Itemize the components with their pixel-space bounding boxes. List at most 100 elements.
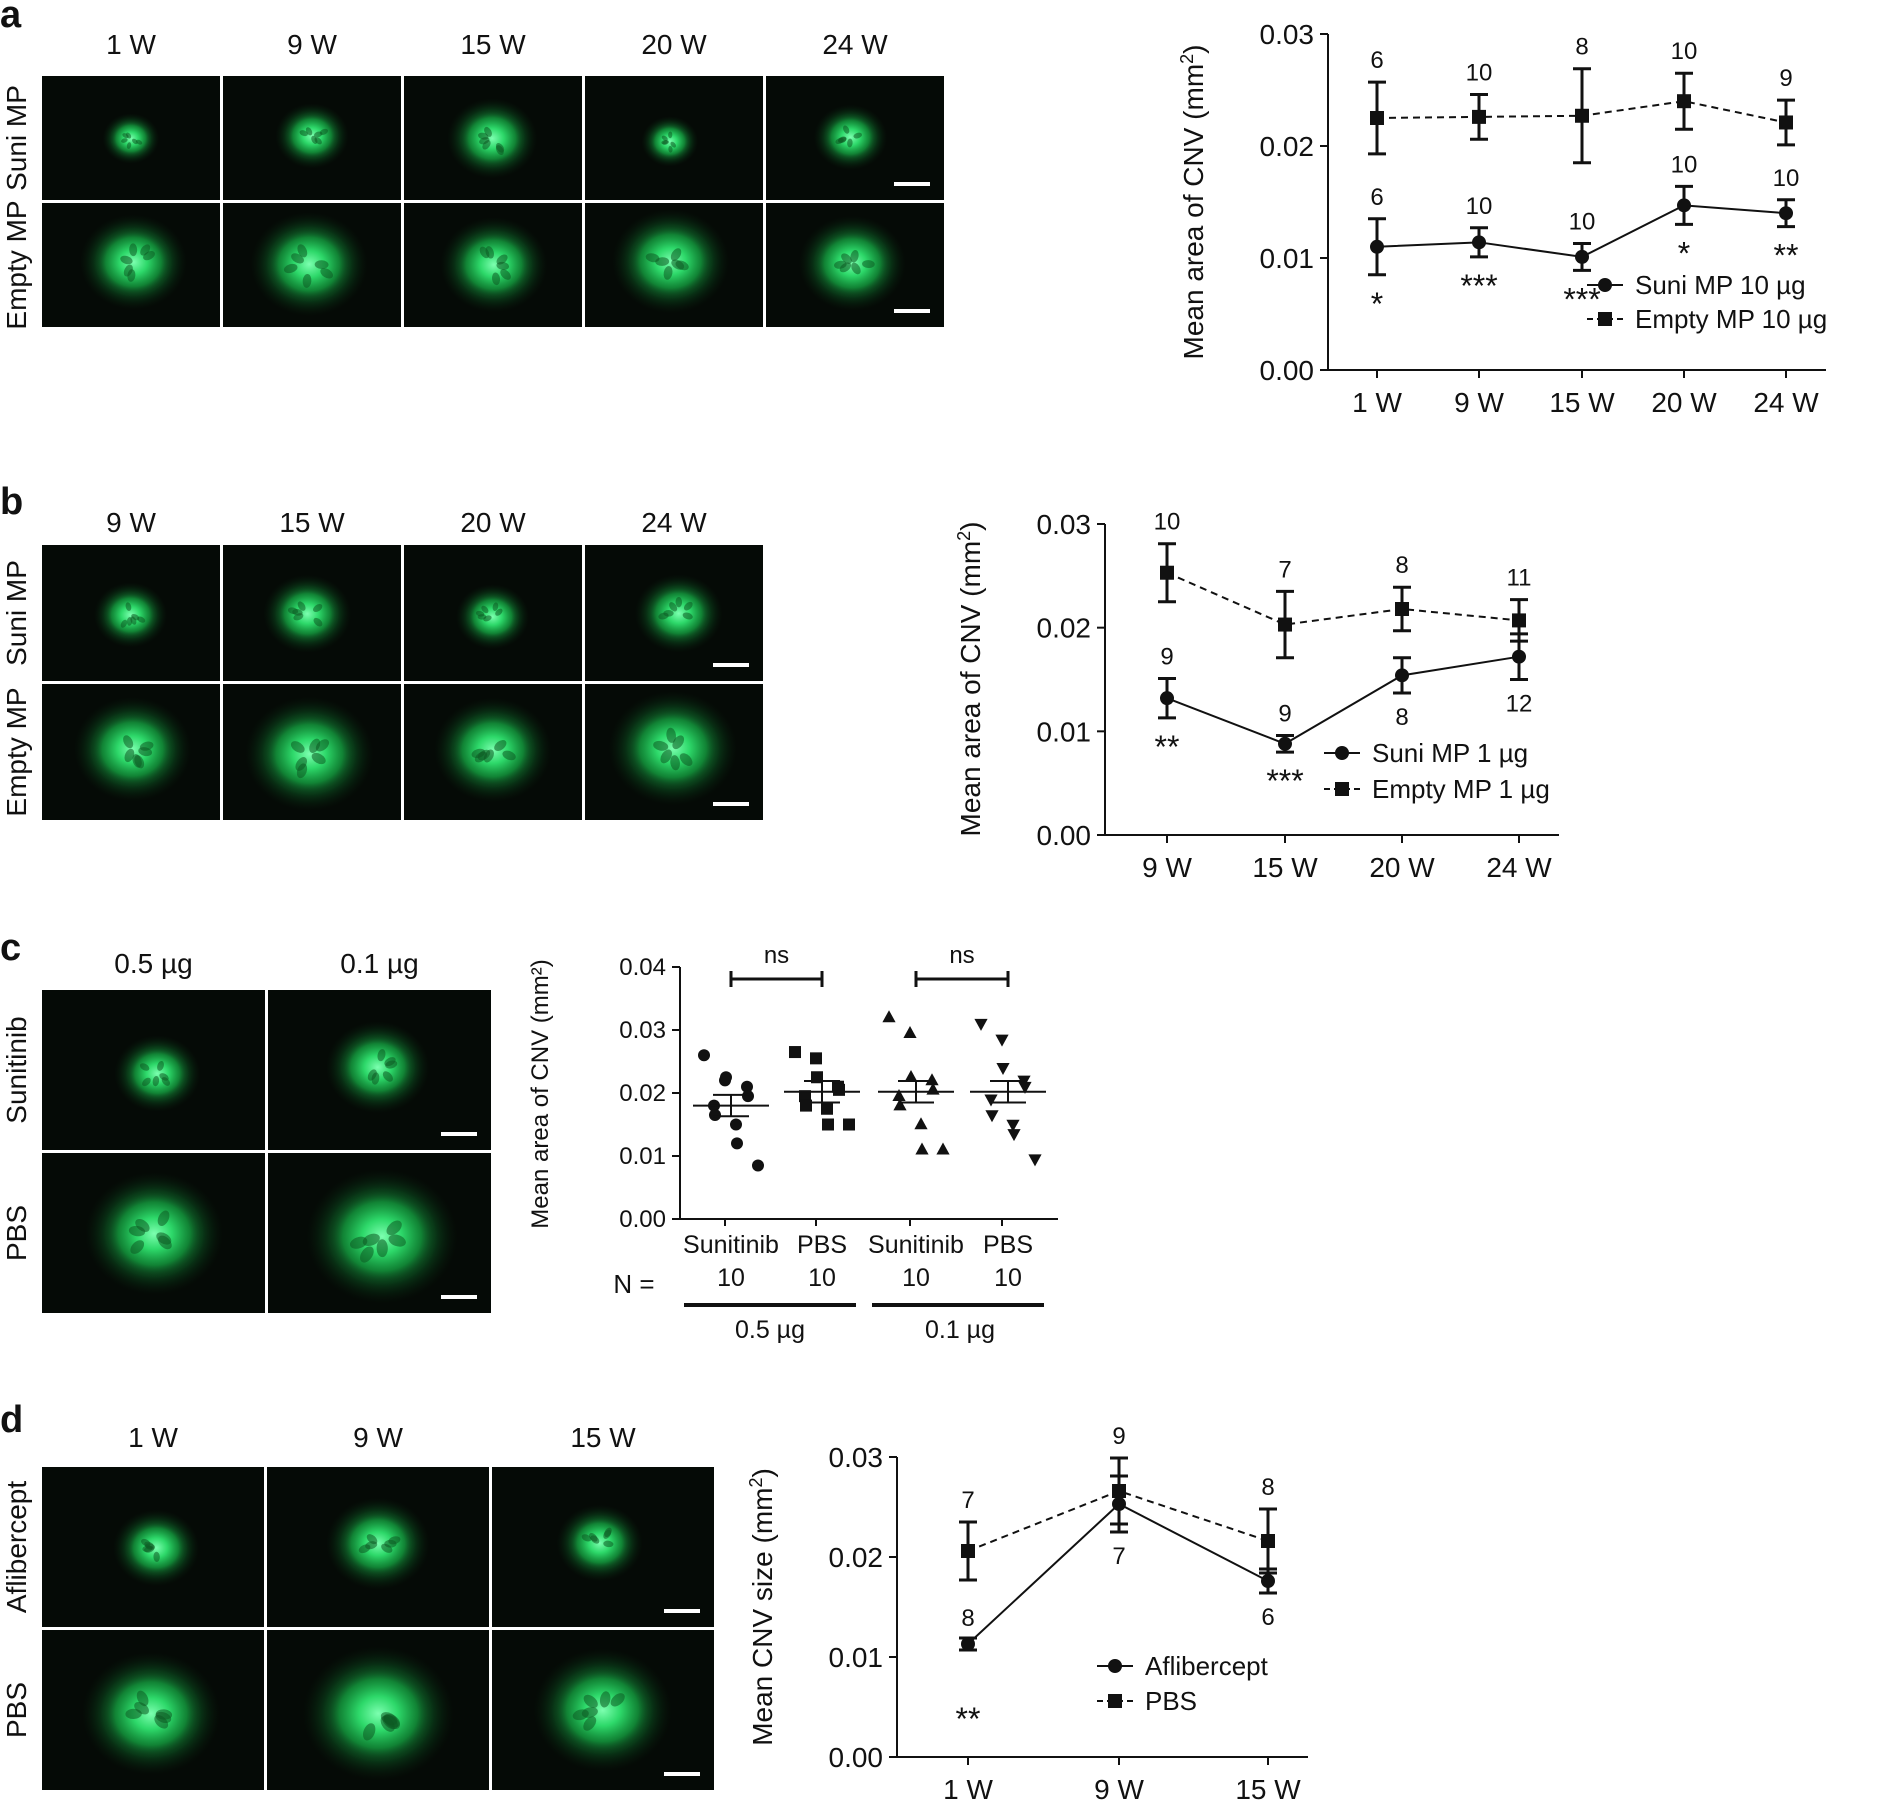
line-chart-d: 0.00 0.01 0.02 0.03 1 W 9 W 15 W Mean CNV size … — [746, 1423, 1308, 1805]
cnv-texture — [388, 1234, 406, 1247]
y-tick-label: 0.03 — [1260, 19, 1315, 50]
scale-bar — [441, 1132, 477, 1136]
legend-label: Empty MP 1 µg — [1372, 774, 1550, 804]
data-point — [730, 1118, 742, 1131]
n-label: 10 — [1773, 165, 1800, 192]
cnv-lesion — [125, 1045, 190, 1102]
cnv-texture — [386, 1220, 402, 1236]
cnv-texture — [475, 610, 485, 617]
data-point — [961, 1544, 975, 1558]
data-point — [741, 1080, 753, 1093]
data-point — [709, 1109, 721, 1122]
cnv-texture — [313, 131, 323, 138]
cnv-texture — [675, 596, 683, 608]
cnv-texture — [862, 260, 875, 269]
cnv-texture — [495, 608, 503, 616]
data-point — [893, 1098, 907, 1111]
scale-bar — [894, 182, 930, 186]
data-point — [810, 1052, 822, 1065]
cnv-texture — [311, 752, 326, 765]
y-tick-label: 0.00 — [829, 1742, 884, 1773]
cnv-texture — [843, 125, 850, 134]
data-point — [882, 1010, 896, 1023]
data-point — [1160, 565, 1174, 580]
data-point — [731, 1137, 743, 1150]
cnv-lesion — [322, 1664, 435, 1763]
cnv-texture — [136, 1690, 149, 1707]
cnv-texture — [482, 140, 491, 150]
cnv-texture — [668, 131, 673, 139]
cnv-lesion — [93, 227, 174, 297]
panel-label-b: b — [0, 481, 23, 523]
data-point — [720, 1071, 732, 1084]
scale-bar — [664, 1609, 700, 1613]
cnv-texture — [682, 612, 693, 620]
cnv-texture — [135, 1219, 150, 1232]
cnv-texture — [850, 250, 859, 263]
n-label: 8 — [1395, 704, 1408, 731]
data-point — [800, 1099, 812, 1112]
cnv-texture — [138, 747, 153, 757]
x-tick-label: 9 W — [1094, 1774, 1144, 1805]
cnv-texture — [302, 274, 312, 288]
cnv-lesion — [103, 590, 158, 639]
data-point — [1160, 691, 1174, 706]
column-label: 20 W — [641, 29, 707, 60]
cnv-lesion — [449, 711, 537, 789]
cnv-texture — [125, 132, 132, 139]
cnv-texture — [299, 130, 308, 137]
cnv-texture — [669, 602, 678, 612]
micrograph-panel-b: b 9 W 15 W 20 W 24 W Suni MP Empty MP — [0, 481, 763, 820]
x-tick-label: 1 W — [1352, 387, 1402, 418]
x-tick-label: 15 W — [1549, 387, 1615, 418]
legend-marker — [1598, 312, 1612, 326]
n-label: 8 — [1575, 34, 1588, 61]
significance-mark: *** — [1563, 281, 1600, 317]
n-label: 9 — [1160, 643, 1173, 670]
data-point — [1007, 1129, 1021, 1142]
cnv-texture — [292, 609, 303, 616]
charts: 0.00 0.01 0.02 0.03 1 W 9 W 15 W 20 W 24 W Mean a… — [527, 19, 1827, 1805]
cnv-texture — [658, 612, 669, 620]
n-equals-label: N = — [613, 1269, 654, 1299]
cnv-texture — [142, 1077, 151, 1087]
cnv-texture — [679, 753, 693, 766]
column-label: 20 W — [460, 507, 526, 538]
y-tick-label: 0.02 — [619, 1080, 666, 1107]
line-chart-a: 0.00 0.01 0.02 0.03 1 W 9 W 15 W 20 W 24 W Mean a… — [1177, 19, 1827, 418]
cnv-texture — [157, 1210, 170, 1226]
cnv-texture — [134, 755, 145, 769]
legend-marker — [1335, 782, 1349, 796]
n-label: 6 — [1370, 47, 1383, 74]
data-point — [1261, 1574, 1275, 1588]
data-point — [996, 1063, 1010, 1075]
data-point — [1278, 736, 1292, 751]
cnv-texture — [121, 138, 128, 143]
data-point — [892, 1088, 906, 1101]
column-label: 0.1 µg — [340, 948, 418, 979]
cnv-texture — [123, 735, 134, 749]
cnv-texture — [161, 1077, 171, 1086]
cnv-lesion — [274, 585, 340, 643]
cnv-texture — [291, 253, 304, 264]
n-label: 8 — [961, 1605, 974, 1632]
cnv-texture — [143, 251, 155, 261]
data-point — [1677, 94, 1691, 109]
legend-label: Empty MP 10 µg — [1635, 304, 1827, 334]
data-point — [925, 1073, 939, 1086]
legend-marker — [1335, 746, 1349, 760]
data-point — [1472, 235, 1486, 250]
data-point — [1677, 198, 1691, 213]
row-label: Aflibercept — [1, 1481, 32, 1614]
dose-label: 0.1 µg — [925, 1316, 995, 1344]
data-point — [1261, 1534, 1275, 1548]
data-point — [995, 1034, 1009, 1047]
y-tick-label: 0.01 — [1037, 716, 1092, 747]
cnv-texture — [383, 1715, 400, 1729]
significance-mark: *** — [1460, 268, 1497, 304]
cnv-lesion — [454, 229, 534, 300]
cnv-texture — [666, 727, 677, 743]
data-point — [915, 1142, 929, 1155]
panel-label-a: a — [0, 0, 22, 36]
